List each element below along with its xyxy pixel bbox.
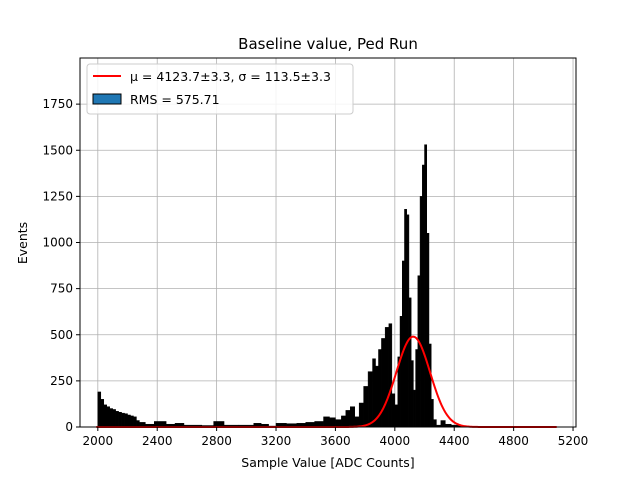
x-tick-label: 2000 <box>83 434 114 448</box>
y-tick-label: 500 <box>50 328 73 342</box>
histogram-bar <box>406 214 410 428</box>
histogram-bar <box>399 316 403 428</box>
histogram-bar <box>372 358 376 428</box>
histogram-bar <box>381 338 386 428</box>
y-tick-label: 0 <box>65 420 73 434</box>
histogram-bar <box>363 386 369 428</box>
x-tick-label: 3200 <box>261 434 292 448</box>
histogram-bar <box>341 415 347 428</box>
histogram-bar <box>358 402 364 428</box>
histogram-bar <box>430 399 434 428</box>
histogram-bar <box>419 196 423 428</box>
y-axis-label: Events <box>15 222 30 264</box>
histogram-bar <box>354 416 360 428</box>
x-tick-label: 4400 <box>439 434 470 448</box>
histogram-bar <box>115 411 119 428</box>
y-tick-label: 1000 <box>42 236 73 250</box>
histogram-bar <box>133 416 137 428</box>
x-axis-label: Sample Value [ADC Counts] <box>241 455 414 470</box>
histogram-bar <box>350 406 355 428</box>
histogram-bar <box>97 391 102 428</box>
x-tick-label: 2400 <box>142 434 173 448</box>
histogram-bar <box>384 327 390 428</box>
histogram-bar <box>413 389 416 428</box>
y-axis-ticks: 0 250 500 750 1000 1250 1500 1750 <box>42 97 80 434</box>
y-tick-label: 250 <box>50 374 73 388</box>
x-tick-label: 4800 <box>498 434 529 448</box>
y-tick-label: 1250 <box>42 189 73 203</box>
histogram-bar <box>408 297 412 428</box>
histogram-bar <box>417 275 421 428</box>
histogram-bar <box>118 411 122 428</box>
histogram-bar <box>345 410 351 428</box>
histogram-bar <box>391 393 396 428</box>
histogram-bar <box>422 164 425 428</box>
histogram-bar <box>367 371 373 428</box>
histogram-bar <box>426 233 430 428</box>
histogram-bar <box>428 343 432 428</box>
histogram-bar <box>388 323 393 428</box>
y-tick-label: 750 <box>50 282 73 296</box>
histogram-bar <box>124 413 128 428</box>
histogram-bar <box>329 417 336 428</box>
y-tick-label: 1750 <box>42 97 73 111</box>
x-axis-ticks: 2000 2400 2800 3200 3600 4000 4400 4800 5200 <box>83 427 589 448</box>
legend-box <box>86 63 354 115</box>
histogram-bar <box>323 416 330 428</box>
histogram-bar <box>404 209 407 428</box>
x-tick-label: 4000 <box>380 434 411 448</box>
legend-rms-label: RMS = 575.71 <box>130 92 220 107</box>
x-tick-label: 2800 <box>201 434 232 448</box>
histogram-bar <box>103 404 107 428</box>
y-tick-label: 1500 <box>42 143 73 157</box>
histogram-bar <box>106 406 110 428</box>
histogram-bar <box>402 260 405 428</box>
histogram-bar <box>109 408 113 428</box>
legend: μ = 4123.7±3.3, σ = 113.5±3.3 RMS = 575.… <box>86 63 354 115</box>
histogram-bar <box>130 415 134 428</box>
histogram-bar <box>335 419 342 428</box>
histogram-bar <box>121 412 125 428</box>
x-tick-label: 3600 <box>320 434 351 448</box>
legend-rms-swatch <box>92 93 122 105</box>
histogram-bar <box>410 360 414 428</box>
histogram-bar <box>394 404 399 428</box>
histogram-bar <box>424 144 428 428</box>
legend-fit-label: μ = 4123.7±3.3, σ = 113.5±3.3 <box>130 69 331 84</box>
histogram-bar <box>100 399 105 428</box>
histogram-bar <box>440 420 446 428</box>
histogram-bar <box>433 419 437 428</box>
chart-title: Baseline value, Ped Run <box>238 35 418 53</box>
histogram-bar <box>415 349 419 428</box>
histogram-bar <box>112 409 116 428</box>
x-tick-label: 5200 <box>558 434 589 448</box>
histogram-bar <box>127 414 131 428</box>
